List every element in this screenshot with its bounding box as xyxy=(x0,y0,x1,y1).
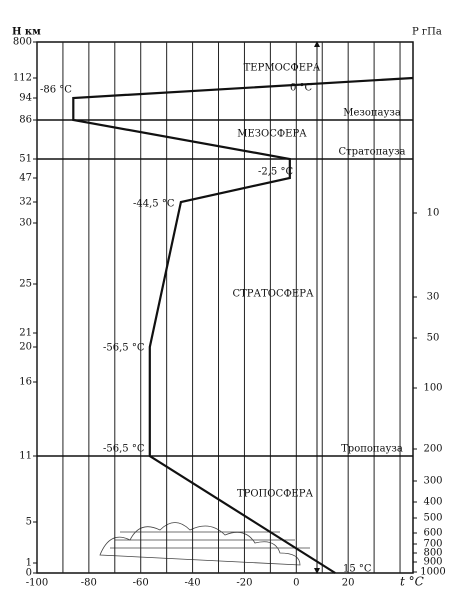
annotation: 15 °C xyxy=(343,564,372,575)
y-tick-label: 47 xyxy=(19,173,32,184)
y-tick-label: 20 xyxy=(19,342,32,353)
y-tick-label: 800 xyxy=(13,37,32,48)
y-tick-label: 112 xyxy=(13,73,32,84)
y-tick-label: 11 xyxy=(19,451,32,462)
y2-tick-label: 30 xyxy=(427,292,440,303)
y2-tick-label: 300 xyxy=(423,476,442,487)
region-label: МЕЗОСФЕРА xyxy=(237,129,307,140)
annotation: -56,5 °C xyxy=(103,444,145,455)
y-tick-label: 32 xyxy=(19,197,32,208)
annotation: -2,5 °C xyxy=(258,167,293,178)
y2-tick-label: 50 xyxy=(427,333,440,344)
y2-tick-label: 1000 xyxy=(420,567,445,578)
x-tick-label: 20 xyxy=(342,578,355,589)
y-tick-label: 51 xyxy=(19,154,32,165)
y-tick-label: 30 xyxy=(19,218,32,229)
y-tick-label: 86 xyxy=(19,115,32,126)
level-label: Тропопауза xyxy=(341,444,403,455)
x-tick-label: -20 xyxy=(236,578,252,589)
y2-tick-label: 800 xyxy=(423,548,442,559)
y-tick-label: 94 xyxy=(19,93,32,104)
y2-tick-label: 100 xyxy=(423,383,442,394)
clouds xyxy=(99,522,310,566)
annotation: -86 °C xyxy=(40,85,72,96)
x-tick-label: -60 xyxy=(133,578,149,589)
region-label: ТРОПОСФЕРА xyxy=(237,489,313,500)
profile-line xyxy=(72,76,414,574)
y-tick-label: 0 xyxy=(26,568,32,579)
y-axis-label: Н км xyxy=(12,27,41,38)
level-label: Стратопауза xyxy=(338,147,405,158)
y-tick-label: 21 xyxy=(19,328,32,339)
y2-tick-label: 900 xyxy=(423,557,442,568)
level-label: Мезопауза xyxy=(343,108,401,119)
y2-tick-label: 500 xyxy=(423,513,442,524)
x-tick-label: -100 xyxy=(26,578,48,589)
region-label: ТЕРМОСФЕРА xyxy=(244,63,321,74)
x-tick-label: -80 xyxy=(81,578,97,589)
x-tick-label: 0 xyxy=(293,578,299,589)
x-tick-label: -40 xyxy=(185,578,201,589)
y2-tick-label: 400 xyxy=(423,497,442,508)
annotation: -56,5 °C xyxy=(103,343,145,354)
annotation: 0 °C xyxy=(290,83,313,94)
y2-tick-label: 700 xyxy=(423,539,442,550)
y-tick-label: 25 xyxy=(19,279,32,290)
y-tick-label: 1 xyxy=(26,558,32,569)
plot-frame xyxy=(36,41,414,574)
y2-axis-label: Р гПа xyxy=(412,27,442,38)
annotation: -44,5 °C xyxy=(133,199,175,210)
y-tick-label: 5 xyxy=(26,517,32,528)
x-axis-label: t °C xyxy=(400,575,424,589)
y2-tick-label: 10 xyxy=(427,208,440,219)
y-tick-label: 16 xyxy=(19,377,32,388)
y2-tick-label: 600 xyxy=(423,528,442,539)
region-label: СТРАТОСФЕРА xyxy=(232,289,313,300)
y2-tick-label: 200 xyxy=(423,444,442,455)
